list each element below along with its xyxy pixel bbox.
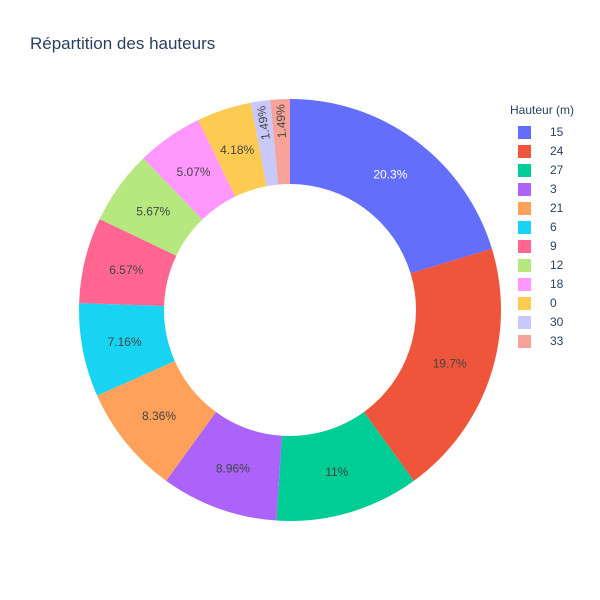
slice-label-30: 1.49% <box>254 105 273 141</box>
legend-label: 12 <box>550 258 564 272</box>
legend-label: 27 <box>550 163 564 177</box>
slice-18[interactable] <box>143 120 236 220</box>
legend-swatch <box>518 145 531 158</box>
legend-swatch <box>518 335 531 348</box>
slice-label-18: 5.07% <box>177 165 211 179</box>
legend-item-6[interactable]: 6 <box>510 218 574 237</box>
slice-9[interactable] <box>79 219 177 306</box>
slice-21[interactable] <box>97 361 217 481</box>
legend-swatch <box>518 164 531 177</box>
slice-33[interactable] <box>270 99 290 185</box>
slice-label-21: 8.36% <box>142 409 176 423</box>
legend-item-3[interactable]: 3 <box>510 180 574 199</box>
legend-swatch <box>518 297 531 310</box>
legend-item-0[interactable]: 0 <box>510 294 574 313</box>
legend-items: 15 24 27 3 21 6 9 12 18 0 30 33 <box>510 123 574 351</box>
slice-label-27: 11% <box>325 465 348 479</box>
legend-item-27[interactable]: 27 <box>510 161 574 180</box>
legend-label: 3 <box>550 182 557 196</box>
legend-label: 33 <box>550 334 564 348</box>
donut-slices <box>79 99 502 521</box>
legend-swatch <box>518 221 531 234</box>
slice-0[interactable] <box>198 102 267 197</box>
legend-swatch <box>518 126 531 139</box>
legend-item-21[interactable]: 21 <box>510 199 574 218</box>
slice-label-24: 19.7% <box>433 357 467 371</box>
legend-label: 0 <box>550 296 557 310</box>
slice-24[interactable] <box>363 248 502 481</box>
legend-swatch <box>518 183 531 196</box>
legend-item-18[interactable]: 18 <box>510 275 574 294</box>
slice-label-33: 1.49% <box>273 104 289 139</box>
slice-label-3: 8.96% <box>216 462 250 476</box>
slice-15[interactable] <box>290 99 492 274</box>
legend-item-30[interactable]: 30 <box>510 313 574 332</box>
slice-label-12: 5.67% <box>136 205 170 219</box>
legend-label: 6 <box>550 220 557 234</box>
legend-label: 18 <box>550 277 564 291</box>
legend-title: Hauteur (m) <box>510 103 575 117</box>
slice-30[interactable] <box>250 99 279 187</box>
slice-label-0: 4.18% <box>220 143 254 157</box>
legend-swatch <box>518 259 531 272</box>
legend-swatch <box>518 240 531 253</box>
legend-label: 15 <box>550 125 564 139</box>
slice-label-9: 6.57% <box>109 263 143 277</box>
legend-item-9[interactable]: 9 <box>510 237 574 256</box>
slice-label-15: 20.3% <box>373 168 407 182</box>
legend: Hauteur (m) 15 24 27 3 21 6 9 12 18 0 30 33 <box>510 103 574 351</box>
slice-27[interactable] <box>276 412 414 521</box>
legend-label: 21 <box>550 201 564 215</box>
legend-swatch <box>518 202 531 215</box>
legend-label: 24 <box>550 144 564 158</box>
legend-item-33[interactable]: 33 <box>510 332 574 351</box>
legend-swatch <box>518 316 531 329</box>
legend-swatch <box>518 278 531 291</box>
slice-6[interactable] <box>79 303 175 396</box>
legend-item-24[interactable]: 24 <box>510 142 574 161</box>
legend-item-15[interactable]: 15 <box>510 123 574 142</box>
slice-labels: 20.3% 19.7% 11% 8.96% 8.36% 7.16% 6.57% 5.67% 5.… <box>108 104 467 479</box>
slice-12[interactable] <box>99 158 203 256</box>
legend-item-12[interactable]: 12 <box>510 256 574 275</box>
legend-label: 30 <box>550 315 564 329</box>
legend-label: 9 <box>550 239 557 253</box>
chart-title: Répartition des hauteurs <box>30 34 216 53</box>
slice-3[interactable] <box>166 411 282 521</box>
slice-label-6: 7.16% <box>108 335 142 349</box>
